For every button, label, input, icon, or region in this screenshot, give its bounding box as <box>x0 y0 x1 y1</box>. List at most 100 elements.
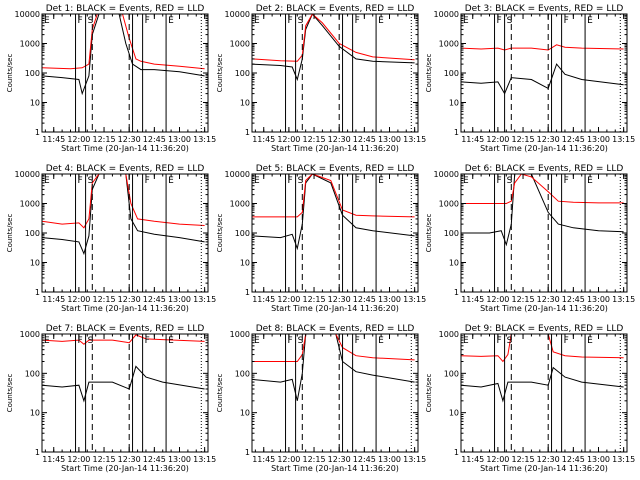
y-tick-label: 1000 <box>439 40 459 49</box>
x-tick-label: 11:45 <box>42 295 65 304</box>
plot-frame <box>251 333 419 453</box>
x-axis-label: Start Time (20-Jan-14 11:36:20) <box>271 144 399 153</box>
x-tick-label: 12:15 <box>303 455 326 464</box>
x-axis-label: Start Time (20-Jan-14 11:36:20) <box>480 144 608 153</box>
x-tick-label: 13:00 <box>587 135 610 144</box>
event-marker-label: E <box>463 16 469 26</box>
y-tick-label: 10 <box>449 409 459 418</box>
events-series-line <box>252 334 415 401</box>
event-marker-label: F <box>78 336 83 346</box>
x-tick-label: 13:15 <box>193 455 216 464</box>
event-marker-label: E <box>44 336 50 346</box>
x-tick-label: 12:00 <box>277 295 300 304</box>
x-tick-label: 11:45 <box>42 135 65 144</box>
panel-title: Det 3: BLACK = Events, RED = LLD <box>465 4 624 14</box>
event-marker-label: E <box>378 336 384 346</box>
x-tick-label: 13:00 <box>378 295 401 304</box>
x-tick-label: 12:00 <box>486 455 509 464</box>
y-tick-label: 10 <box>240 409 250 418</box>
x-tick-label: 12:45 <box>143 455 166 464</box>
lld-series-line <box>461 44 624 51</box>
event-marker-label: F <box>564 176 569 186</box>
panel-title: Det 2: BLACK = Events, RED = LLD <box>256 4 415 14</box>
y-tick-label: 1 <box>245 448 250 457</box>
event-marker-label: S <box>88 176 94 186</box>
y-tick-label: 10 <box>240 259 250 268</box>
lld-series-line <box>252 14 415 62</box>
event-marker-label: S <box>298 336 304 346</box>
event-marker-label: F <box>78 16 83 26</box>
event-marker-label: S <box>298 16 304 26</box>
y-tick-label: 10 <box>30 99 40 108</box>
x-tick-label: 13:15 <box>612 455 635 464</box>
x-tick-label: 11:45 <box>252 295 275 304</box>
lld-series-line <box>42 174 205 229</box>
y-tick-label: 1 <box>35 128 40 137</box>
event-marker-label: E <box>254 176 260 186</box>
y-tick-label: 100 <box>444 369 459 378</box>
y-tick-label: 1000 <box>20 40 40 49</box>
event-marker-label: E <box>378 176 384 186</box>
x-tick-label: 12:45 <box>562 455 585 464</box>
x-tick-label: 12:45 <box>562 295 585 304</box>
lld-series-line <box>252 174 415 218</box>
x-tick-label: 12:30 <box>537 295 560 304</box>
x-tick-label: 12:15 <box>512 135 535 144</box>
y-axis-label: Counts/sec <box>425 374 433 413</box>
y-tick-label: 10000 <box>225 10 250 19</box>
lld-series-line <box>42 334 205 345</box>
x-tick-label: 11:45 <box>42 455 65 464</box>
event-marker-label: F <box>145 336 150 346</box>
lld-series-line <box>252 334 415 362</box>
event-marker-label: S <box>298 176 304 186</box>
event-marker-label: E <box>168 176 174 186</box>
y-axis-label: Counts/sec <box>6 214 14 253</box>
plot-frame <box>41 173 209 293</box>
event-marker-label: F <box>497 336 502 346</box>
events-series-line <box>42 14 205 96</box>
event-marker-label: F <box>355 16 360 26</box>
y-tick-label: 1 <box>454 448 459 457</box>
x-tick-label: 12:15 <box>93 295 116 304</box>
event-marker-label: E <box>168 16 174 26</box>
x-tick-label: 12:15 <box>303 295 326 304</box>
y-tick-label: 100 <box>25 229 40 238</box>
y-tick-label: 10 <box>30 259 40 268</box>
y-tick-label: 100 <box>25 369 40 378</box>
x-tick-label: 12:00 <box>486 295 509 304</box>
y-axis-label: Counts/sec <box>216 214 224 253</box>
x-tick-label: 13:00 <box>378 135 401 144</box>
events-series-line <box>252 14 415 82</box>
y-tick-label: 100 <box>25 69 40 78</box>
event-marker-label: S <box>507 336 513 346</box>
event-marker-label: F <box>497 16 502 26</box>
events-series-line <box>252 174 415 251</box>
event-marker-label: F <box>145 176 150 186</box>
x-tick-label: 12:00 <box>277 135 300 144</box>
x-tick-label: 13:15 <box>403 135 426 144</box>
x-tick-label: 13:15 <box>612 295 635 304</box>
x-tick-label: 13:00 <box>378 455 401 464</box>
panel-title: Det 1: BLACK = Events, RED = LLD <box>46 4 205 14</box>
x-tick-label: 13:15 <box>403 455 426 464</box>
x-tick-label: 12:30 <box>118 455 141 464</box>
x-tick-label: 12:30 <box>118 135 141 144</box>
x-tick-label: 12:00 <box>67 295 90 304</box>
plot-frame <box>251 13 419 133</box>
event-marker-label: F <box>145 16 150 26</box>
event-marker-label: E <box>463 176 469 186</box>
x-tick-label: 13:00 <box>168 455 191 464</box>
y-tick-label: 10000 <box>434 10 459 19</box>
x-tick-label: 12:00 <box>67 135 90 144</box>
x-tick-label: 12:15 <box>93 455 116 464</box>
y-axis-label: Counts/sec <box>216 54 224 93</box>
x-tick-label: 13:00 <box>587 295 610 304</box>
event-marker-label: S <box>88 336 94 346</box>
plot-frame <box>460 13 628 133</box>
event-marker-label: E <box>587 336 593 346</box>
